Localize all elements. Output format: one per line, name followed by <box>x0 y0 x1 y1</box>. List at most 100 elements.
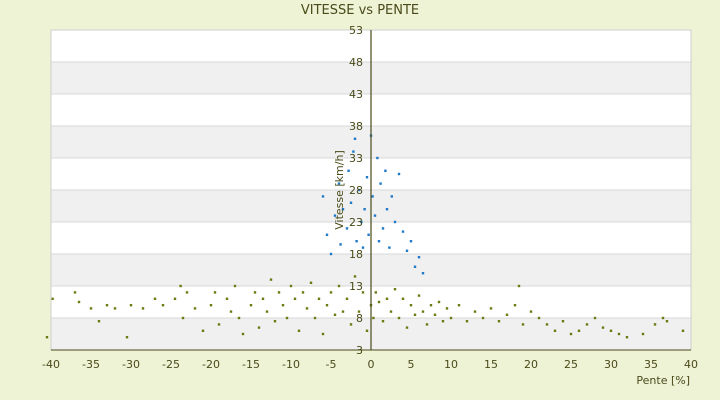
data-point <box>73 291 77 294</box>
data-point <box>413 313 417 316</box>
data-point <box>481 316 485 320</box>
data-point <box>517 284 521 288</box>
data-point <box>390 195 393 198</box>
y-tick-label: 38 <box>349 120 363 133</box>
data-point <box>405 326 409 329</box>
data-point <box>641 332 645 336</box>
data-point <box>425 323 429 326</box>
data-point <box>161 304 165 307</box>
data-point <box>497 320 501 323</box>
data-point <box>325 304 329 307</box>
y-tick-label: 13 <box>349 280 363 293</box>
data-point <box>213 291 217 294</box>
data-point <box>357 188 361 192</box>
data-point <box>249 304 253 307</box>
data-point <box>360 220 363 224</box>
data-point <box>601 326 605 329</box>
data-point <box>505 313 509 316</box>
data-point <box>77 300 81 304</box>
data-point <box>617 332 621 336</box>
x-tick-label: -15 <box>242 358 260 371</box>
x-tick-label: 35 <box>644 358 658 371</box>
y-tick-label: 43 <box>349 88 363 101</box>
y-tick-label: 3 <box>356 344 363 357</box>
data-point <box>337 284 341 288</box>
data-point <box>569 332 573 336</box>
data-point <box>277 291 281 294</box>
data-point <box>553 329 557 332</box>
data-point <box>353 275 357 278</box>
data-point <box>379 182 382 185</box>
data-point <box>653 323 657 326</box>
data-point <box>105 304 109 307</box>
data-point <box>381 320 385 323</box>
y-tick-label: 28 <box>349 184 363 197</box>
data-point <box>409 240 413 243</box>
data-point <box>97 320 101 323</box>
data-point <box>429 304 433 307</box>
data-point <box>389 310 393 313</box>
y-tick-label: 23 <box>349 216 363 229</box>
data-point <box>341 208 345 211</box>
data-point <box>625 336 629 339</box>
data-point <box>397 172 401 176</box>
data-point <box>333 214 337 217</box>
x-tick-label: 0 <box>368 358 375 371</box>
data-point <box>337 182 341 185</box>
chart-title: VITESSE vs PENTE <box>301 3 419 18</box>
data-point <box>349 201 353 204</box>
data-point <box>373 214 377 217</box>
data-point <box>401 230 405 233</box>
data-point <box>465 320 469 323</box>
data-point <box>513 304 517 307</box>
data-point <box>273 320 277 323</box>
data-point <box>521 323 525 326</box>
data-point <box>367 233 370 236</box>
data-point <box>301 291 305 294</box>
data-point <box>445 307 449 310</box>
data-point <box>352 150 355 153</box>
x-tick-label: -40 <box>42 358 60 371</box>
data-point <box>377 240 381 243</box>
data-point <box>353 137 357 140</box>
axes <box>50 29 692 351</box>
data-point <box>441 320 445 323</box>
data-point <box>339 243 342 246</box>
data-point <box>421 310 425 313</box>
data-point <box>201 329 205 332</box>
data-point <box>241 332 245 336</box>
data-point <box>321 195 325 198</box>
data-point <box>681 329 685 332</box>
data-point <box>374 291 377 294</box>
data-point <box>457 304 461 307</box>
data-point <box>125 336 129 339</box>
x-tick-label: -30 <box>122 358 140 371</box>
x-tick-label: 30 <box>604 358 618 371</box>
x-tick-label: -5 <box>326 358 337 371</box>
labels: -40 -35 -30 -25 -20 -15 -10 -5 0 5 10 15 20 25 30 35 40 3… <box>42 3 698 387</box>
x-tick-label: 25 <box>564 358 578 371</box>
data-point <box>269 278 273 281</box>
data-point <box>265 310 269 313</box>
data-point <box>181 316 185 320</box>
data-point <box>179 284 182 288</box>
data-point <box>537 316 541 320</box>
x-axis-label: Pente [%] <box>636 374 690 387</box>
data-point <box>237 316 241 320</box>
data-point <box>333 313 337 316</box>
data-point <box>297 329 301 332</box>
data-point <box>361 246 365 249</box>
data-point <box>449 316 453 320</box>
data-point <box>561 320 565 323</box>
data-point <box>384 169 387 172</box>
x-tick-label: -10 <box>282 358 300 371</box>
data-point <box>341 310 345 313</box>
data-point <box>325 233 329 236</box>
data-point <box>193 307 197 310</box>
x-tick-label: 15 <box>484 358 498 371</box>
data-point <box>401 297 405 300</box>
data-point <box>321 332 325 336</box>
data-point <box>529 310 533 313</box>
data-point <box>345 227 349 230</box>
